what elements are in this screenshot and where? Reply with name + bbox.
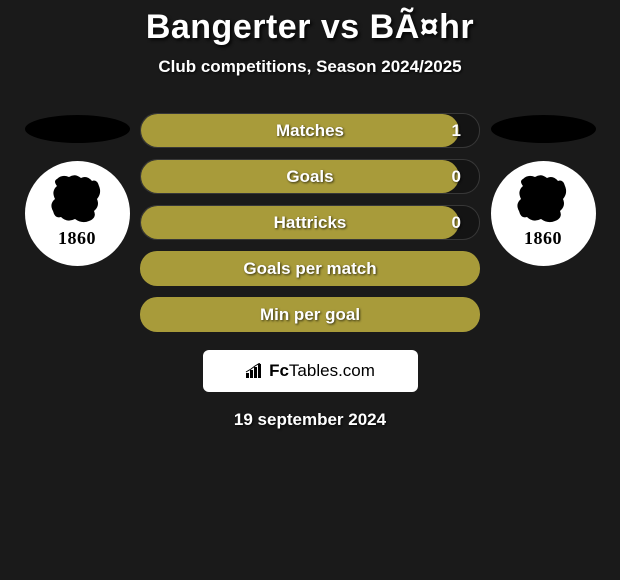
- chart-icon: [245, 363, 265, 379]
- source-badge[interactable]: FcTables.com: [203, 350, 418, 392]
- club-year-left: 1860: [58, 228, 96, 249]
- lion-icon: [513, 171, 573, 226]
- widget-container: Bangerter vs BÃ¤hr Club competitions, Se…: [0, 0, 620, 430]
- comparison-title: Bangerter vs BÃ¤hr: [0, 8, 620, 47]
- comparison-subtitle: Club competitions, Season 2024/2025: [0, 57, 620, 77]
- stat-label: Goals: [286, 167, 333, 187]
- left-player-column: 1860: [22, 107, 132, 266]
- stat-label: Min per goal: [260, 305, 360, 325]
- stat-bar: Goals per match: [140, 251, 480, 286]
- stat-value: 0: [452, 213, 461, 233]
- stat-value: 0: [452, 167, 461, 187]
- stat-label: Hattricks: [274, 213, 347, 233]
- club-badge-left: 1860: [25, 161, 130, 266]
- club-year-right: 1860: [524, 228, 562, 249]
- player-shadow-right: [491, 115, 596, 143]
- club-badge-right: 1860: [491, 161, 596, 266]
- right-player-column: 1860: [488, 107, 598, 266]
- source-text: FcTables.com: [269, 361, 375, 381]
- lion-icon: [47, 171, 107, 226]
- stat-value: 1: [452, 121, 461, 141]
- stat-bar: Matches 1: [140, 113, 480, 148]
- stat-label: Goals per match: [243, 259, 376, 279]
- stat-label: Matches: [276, 121, 344, 141]
- stat-bars: Matches 1 Goals 0 Hattricks 0 Goals per match M…: [140, 113, 480, 332]
- stat-bar: Min per goal: [140, 297, 480, 332]
- stat-bar: Hattricks 0: [140, 205, 480, 240]
- stat-bar: Goals 0: [140, 159, 480, 194]
- date-text: 19 september 2024: [0, 410, 620, 430]
- content-row: 1860 Matches 1 Goals 0 Hattricks 0 Goals per m…: [0, 107, 620, 332]
- player-shadow-left: [25, 115, 130, 143]
